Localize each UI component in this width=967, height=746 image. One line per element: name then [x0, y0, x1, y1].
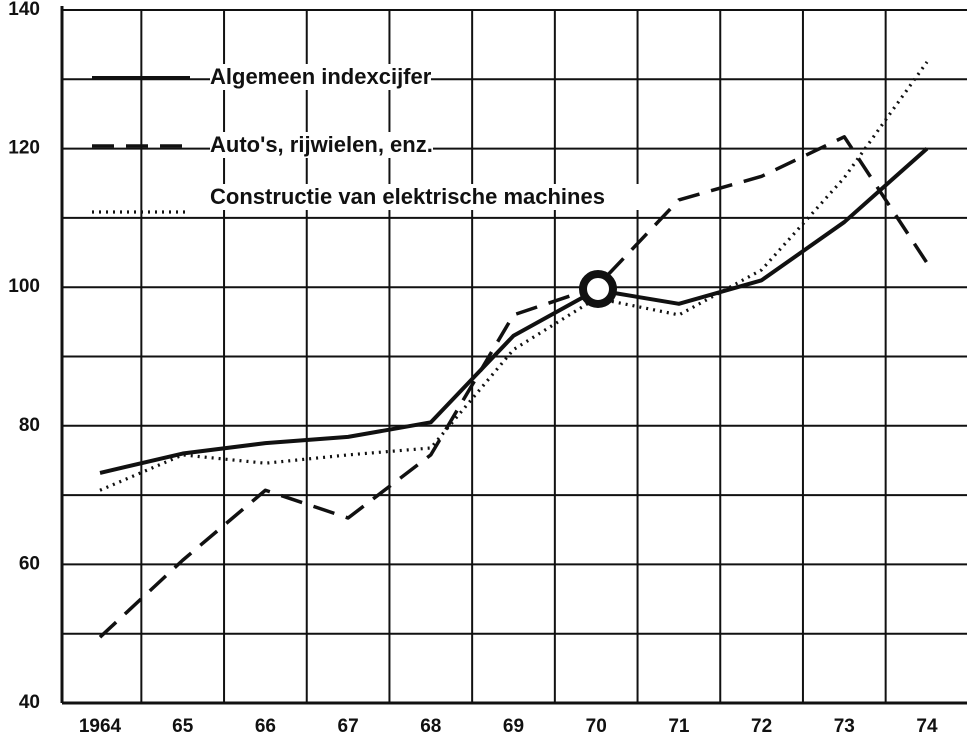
- x-tick-label: 72: [751, 716, 772, 737]
- x-tick-label: 70: [586, 716, 607, 737]
- lines: [98, 61, 929, 639]
- y-tick-label: 60: [19, 553, 40, 574]
- series-line: [98, 135, 929, 639]
- legend-label: Auto's, rijwielen, enz.: [210, 132, 433, 158]
- series-line: [99, 147, 929, 475]
- x-tick-label: 74: [916, 716, 938, 737]
- grid: [62, 9, 967, 704]
- y-tick-label: 40: [19, 692, 40, 713]
- x-tick-label: 68: [420, 716, 441, 737]
- x-tick-label: 65: [172, 716, 194, 737]
- legend-label: Algemeen indexcijfer: [210, 64, 432, 90]
- y-tick-label: 80: [19, 415, 40, 436]
- x-tick-label: 66: [255, 716, 276, 737]
- x-tick-label: 71: [668, 716, 690, 737]
- y-tick-label: 100: [8, 276, 40, 297]
- series-line: [99, 61, 929, 492]
- y-tick-label: 120: [8, 138, 40, 159]
- y-tick-label: 140: [8, 0, 40, 20]
- x-tick-label: 67: [338, 716, 359, 737]
- base-year-ring: [579, 270, 617, 308]
- x-tick-label: 69: [503, 716, 524, 737]
- x-tick-label: 73: [834, 716, 855, 737]
- x-tick-label: 1964: [79, 716, 122, 737]
- legend-label: Constructie van elektrische machines: [210, 184, 650, 210]
